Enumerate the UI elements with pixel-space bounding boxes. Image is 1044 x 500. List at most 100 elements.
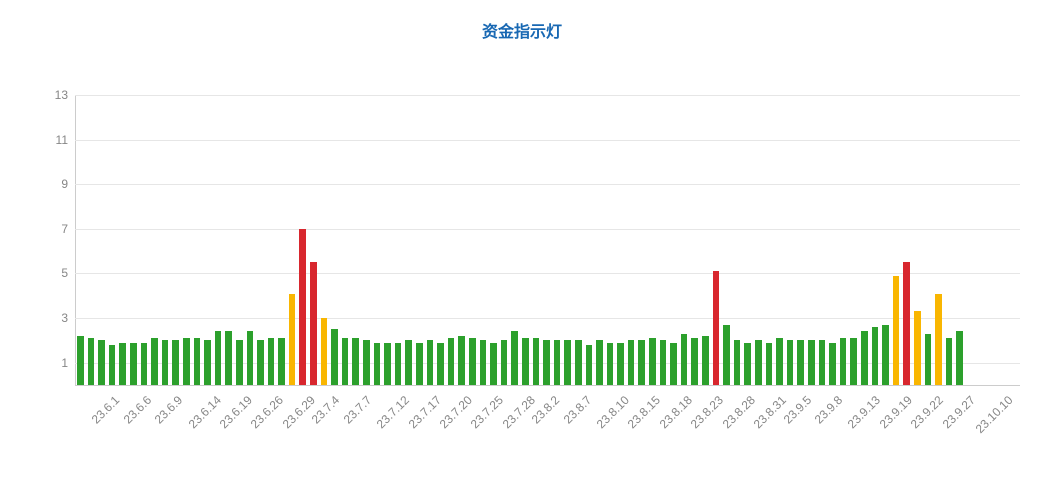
x-tick-label: 23.8.15 [625,393,663,431]
bar [882,325,889,385]
x-tick-label: 23.7.17 [405,393,443,431]
bar [872,327,879,385]
x-tick-label: 23.6.19 [217,393,255,431]
bar [628,340,635,385]
bar [384,343,391,385]
bar [427,340,434,385]
bar [257,340,264,385]
bar [490,343,497,385]
bar [109,345,116,385]
bar [903,262,910,385]
bar [469,338,476,385]
bar [691,338,698,385]
bar [183,338,190,385]
bar [681,334,688,385]
bar [268,338,275,385]
bar [617,343,624,385]
bar [649,338,656,385]
bar [819,340,826,385]
bar [331,329,338,385]
bar [501,340,508,385]
bar [808,340,815,385]
x-tick-label: 23.6.9 [152,393,185,426]
bar [77,336,84,385]
x-tick-label: 23.9.8 [812,393,845,426]
bar [543,340,550,385]
x-tick-label: 23.7.25 [468,393,506,431]
bar [914,311,921,385]
bar [225,331,232,385]
bar [151,338,158,385]
x-tick-label: 23.8.28 [719,393,757,431]
x-tick-label: 23.7.7 [340,393,373,426]
bar [564,340,571,385]
bar [310,262,317,385]
x-tick-label: 23.10.10 [973,393,1016,436]
bar [405,340,412,385]
bar [342,338,349,385]
bar [363,340,370,385]
bar [586,345,593,385]
bar [713,271,720,385]
bar [607,343,614,385]
y-tick-label: 11 [56,133,68,147]
bar [744,343,751,385]
bar [850,338,857,385]
bar [215,331,222,385]
bars-container [75,95,1020,385]
x-tick-label: 23.8.18 [657,393,695,431]
bar [893,276,900,385]
y-tick-label: 3 [61,311,68,325]
x-tick-label: 23.6.1 [89,393,122,426]
bar [946,338,953,385]
bar [119,343,126,385]
bar [660,340,667,385]
x-tick-label: 23.9.22 [908,393,946,431]
bar [861,331,868,385]
bar [352,338,359,385]
bar [797,340,804,385]
bar [522,338,529,385]
bar [321,318,328,385]
bar [194,338,201,385]
bar [278,338,285,385]
x-tick-label: 23.9.13 [845,393,883,431]
bar [299,229,306,385]
bar [766,343,773,385]
x-tick-label: 23.8.23 [688,393,726,431]
x-tick-label: 23.8.10 [594,393,632,431]
bar [448,338,455,385]
y-tick-label: 5 [61,266,68,280]
bar [88,338,95,385]
y-tick-label: 1 [61,356,68,370]
bar [723,325,730,385]
bar [956,331,963,385]
bar [935,294,942,385]
bar [162,340,169,385]
x-tick-label: 23.8.7 [560,393,593,426]
bar [575,340,582,385]
bar [247,331,254,385]
bar [480,340,487,385]
bar [670,343,677,385]
bar [236,340,243,385]
bar [172,340,179,385]
bar [787,340,794,385]
y-tick-label: 7 [61,222,68,236]
bar [755,340,762,385]
bar [289,294,296,385]
bar [702,336,709,385]
y-tick-label: 9 [61,177,68,191]
bar [437,343,444,385]
bar [925,334,932,385]
bar [776,338,783,385]
bar [829,343,836,385]
bar [533,338,540,385]
x-tick-label: 23.6.14 [185,393,223,431]
bar [734,340,741,385]
bar [511,331,518,385]
x-tick-label: 23.6.6 [120,393,153,426]
chart-title: 资金指示灯 [0,0,1044,42]
bar [458,336,465,385]
x-tick-label: 23.9.19 [877,393,915,431]
